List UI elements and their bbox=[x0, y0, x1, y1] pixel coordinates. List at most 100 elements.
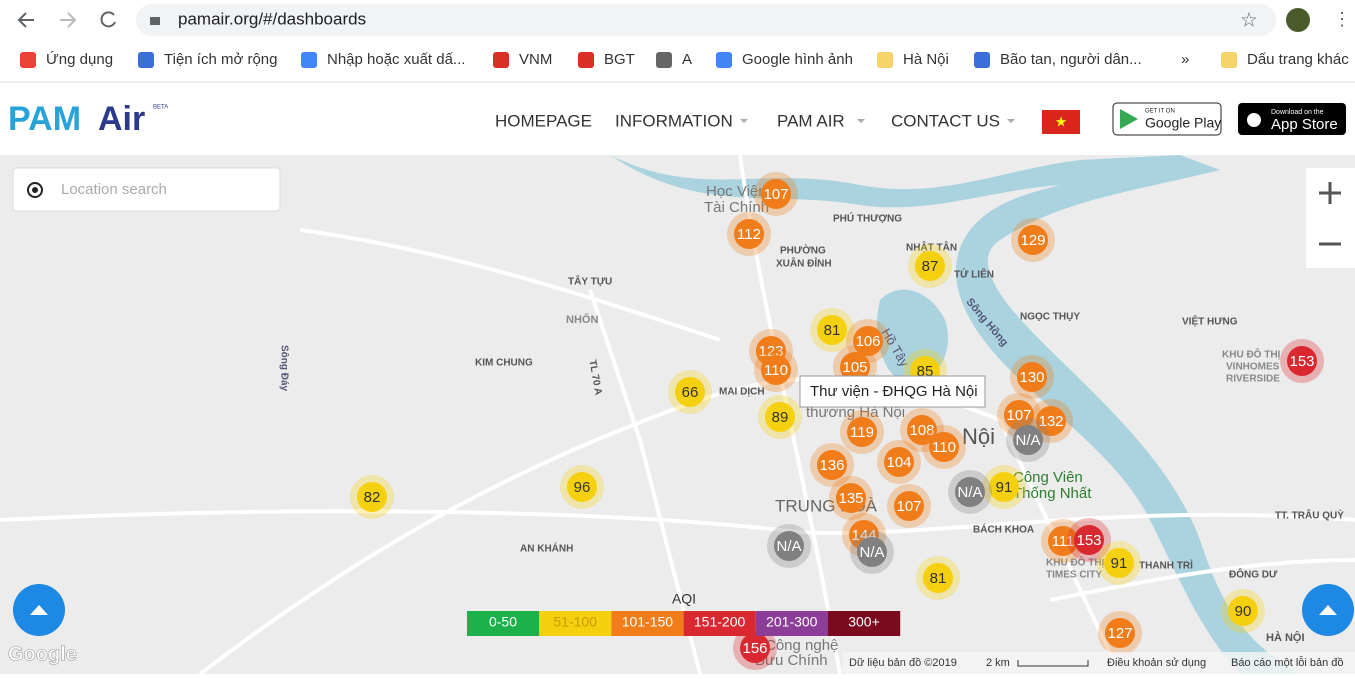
aqi-marker[interactable]: 91 bbox=[1097, 541, 1141, 585]
marker-dot bbox=[740, 633, 770, 663]
google-logo: Google bbox=[8, 643, 77, 665]
map-label: KIM CHUNG bbox=[475, 358, 533, 369]
aqi-marker[interactable]: 107 bbox=[887, 484, 931, 528]
aqi-marker[interactable]: 104 bbox=[877, 440, 921, 484]
marker-dot bbox=[929, 432, 959, 462]
nav-item[interactable]: HOMEPAGE bbox=[495, 111, 592, 130]
star[interactable]: ☆ bbox=[1240, 9, 1258, 31]
marker-dot bbox=[1048, 526, 1078, 556]
nav-item[interactable]: PAM AIR bbox=[777, 111, 845, 130]
bookmarks-bar bbox=[0, 40, 1355, 82]
badge-small: GET IT ON bbox=[1145, 109, 1175, 115]
aqi-marker[interactable]: 107 bbox=[754, 172, 798, 216]
map-label: VINHOMES bbox=[1226, 362, 1280, 373]
marker-value: N/A bbox=[859, 544, 884, 561]
map-label: Công Viên bbox=[1013, 469, 1083, 486]
bookmark[interactable]: VNM bbox=[519, 51, 552, 68]
aqi-marker[interactable]: 112 bbox=[727, 212, 771, 256]
aqi-marker[interactable]: 96 bbox=[560, 465, 604, 509]
river bbox=[610, 155, 1300, 674]
aqi-marker[interactable]: 91 bbox=[982, 465, 1026, 509]
bookmark-icon bbox=[578, 52, 594, 68]
bookmark[interactable]: BGT bbox=[604, 51, 635, 68]
nav-item[interactable]: INFORMATION bbox=[615, 111, 733, 130]
aqi-marker[interactable]: 135 bbox=[829, 476, 873, 520]
marker-dot bbox=[907, 415, 937, 445]
aqi-marker[interactable]: 87 bbox=[908, 244, 952, 288]
aqi-marker[interactable]: 111 bbox=[1041, 519, 1085, 563]
logo[interactable]: Air bbox=[98, 100, 145, 138]
aqi-marker[interactable]: N/A bbox=[850, 530, 894, 574]
bookmark[interactable]: Ứng dụng bbox=[46, 51, 113, 68]
aqi-marker[interactable]: 81 bbox=[810, 308, 854, 352]
map[interactable] bbox=[0, 154, 1355, 676]
aqi-marker[interactable]: 136 bbox=[810, 443, 854, 487]
bookmark[interactable]: Dấu trang khác bbox=[1247, 51, 1349, 68]
google-play[interactable] bbox=[1112, 102, 1222, 136]
marker-dot bbox=[1287, 346, 1317, 376]
app-store[interactable] bbox=[1238, 103, 1346, 135]
marker-dot bbox=[923, 563, 953, 593]
logo[interactable]: PAM bbox=[8, 100, 81, 138]
aqi-marker[interactable]: N/A bbox=[1006, 418, 1050, 462]
aqi-marker[interactable]: 119 bbox=[840, 410, 884, 454]
legend-swatch bbox=[755, 611, 828, 636]
zoom-in[interactable] bbox=[1319, 182, 1341, 204]
aqi-marker[interactable]: 66 bbox=[668, 370, 712, 414]
aqi-marker[interactable]: 132 bbox=[1029, 399, 1073, 443]
reload[interactable] bbox=[100, 11, 116, 28]
map-label: PHƯỜNG bbox=[780, 244, 826, 257]
marker-value: 136 bbox=[819, 457, 844, 474]
map-label: Thống Nhất bbox=[1013, 485, 1092, 502]
bookmark[interactable]: Google hình ảnh bbox=[742, 51, 853, 68]
search-placeholder: Location search bbox=[61, 181, 167, 198]
marker-value: 129 bbox=[1020, 232, 1045, 249]
bookmark[interactable]: Tiện ích mở rộng bbox=[164, 51, 278, 68]
bookmark-icon bbox=[656, 52, 672, 68]
marker-dot bbox=[1104, 548, 1134, 578]
aqi-marker[interactable]: 127 bbox=[1098, 611, 1142, 655]
marker-value: 89 bbox=[772, 409, 789, 426]
bookmark-icon bbox=[716, 52, 732, 68]
bookmark[interactable]: Hà Nội bbox=[903, 51, 949, 68]
marker-dot bbox=[1013, 425, 1043, 455]
aqi-marker[interactable]: 89 bbox=[758, 395, 802, 439]
address-bar[interactable] bbox=[136, 4, 1276, 36]
bookmark[interactable]: Bão tan, người dân... bbox=[1000, 51, 1142, 68]
menu[interactable]: ⋮ bbox=[1333, 9, 1351, 29]
aqi-marker[interactable]: 110 bbox=[754, 348, 798, 392]
aqi-marker[interactable]: 156 bbox=[733, 626, 777, 670]
avatar[interactable] bbox=[1286, 8, 1310, 32]
aqi-marker[interactable]: 82 bbox=[350, 475, 394, 519]
search-box[interactable] bbox=[12, 167, 281, 212]
legend-swatch bbox=[611, 611, 684, 636]
footer-text[interactable]: Điều khoản sử dụng bbox=[1107, 657, 1206, 669]
marker-dot bbox=[1105, 618, 1135, 648]
marker-value: 106 bbox=[855, 333, 880, 350]
bookmark[interactable]: A bbox=[682, 51, 692, 68]
map-label: NHỔN bbox=[566, 313, 598, 326]
bookmark[interactable]: » bbox=[1181, 51, 1189, 68]
marker-value: 153 bbox=[1076, 532, 1101, 549]
marker-value: 119 bbox=[850, 424, 874, 441]
aqi-marker[interactable]: N/A bbox=[948, 470, 992, 514]
aqi-marker[interactable]: N/A bbox=[767, 524, 811, 568]
footer-text[interactable]: Báo cáo một lỗi bản đồ bbox=[1231, 656, 1344, 669]
aqi-marker[interactable]: 106 bbox=[846, 319, 890, 363]
back[interactable] bbox=[17, 12, 34, 28]
aqi-marker[interactable]: 153 bbox=[1280, 339, 1324, 383]
aqi-marker[interactable]: 90 bbox=[1221, 589, 1265, 633]
aqi-marker[interactable]: 110 bbox=[922, 425, 966, 469]
nav-item[interactable]: CONTACT US bbox=[891, 111, 1000, 130]
footer-text: 2 km bbox=[986, 657, 1010, 669]
forward[interactable] bbox=[60, 12, 77, 28]
aqi-marker[interactable]: 81 bbox=[916, 556, 960, 600]
bookmark[interactable]: Nhập hoặc xuất dấ... bbox=[327, 51, 465, 68]
aqi-marker[interactable]: 129 bbox=[1011, 218, 1055, 262]
aqi-marker[interactable]: 130 bbox=[1010, 355, 1054, 399]
aqi-marker[interactable]: 153 bbox=[1067, 518, 1111, 562]
aqi-marker[interactable]: 108 bbox=[900, 408, 944, 452]
flag[interactable] bbox=[1042, 110, 1080, 134]
marker-dot bbox=[853, 326, 883, 356]
locate-icon[interactable] bbox=[27, 182, 43, 198]
